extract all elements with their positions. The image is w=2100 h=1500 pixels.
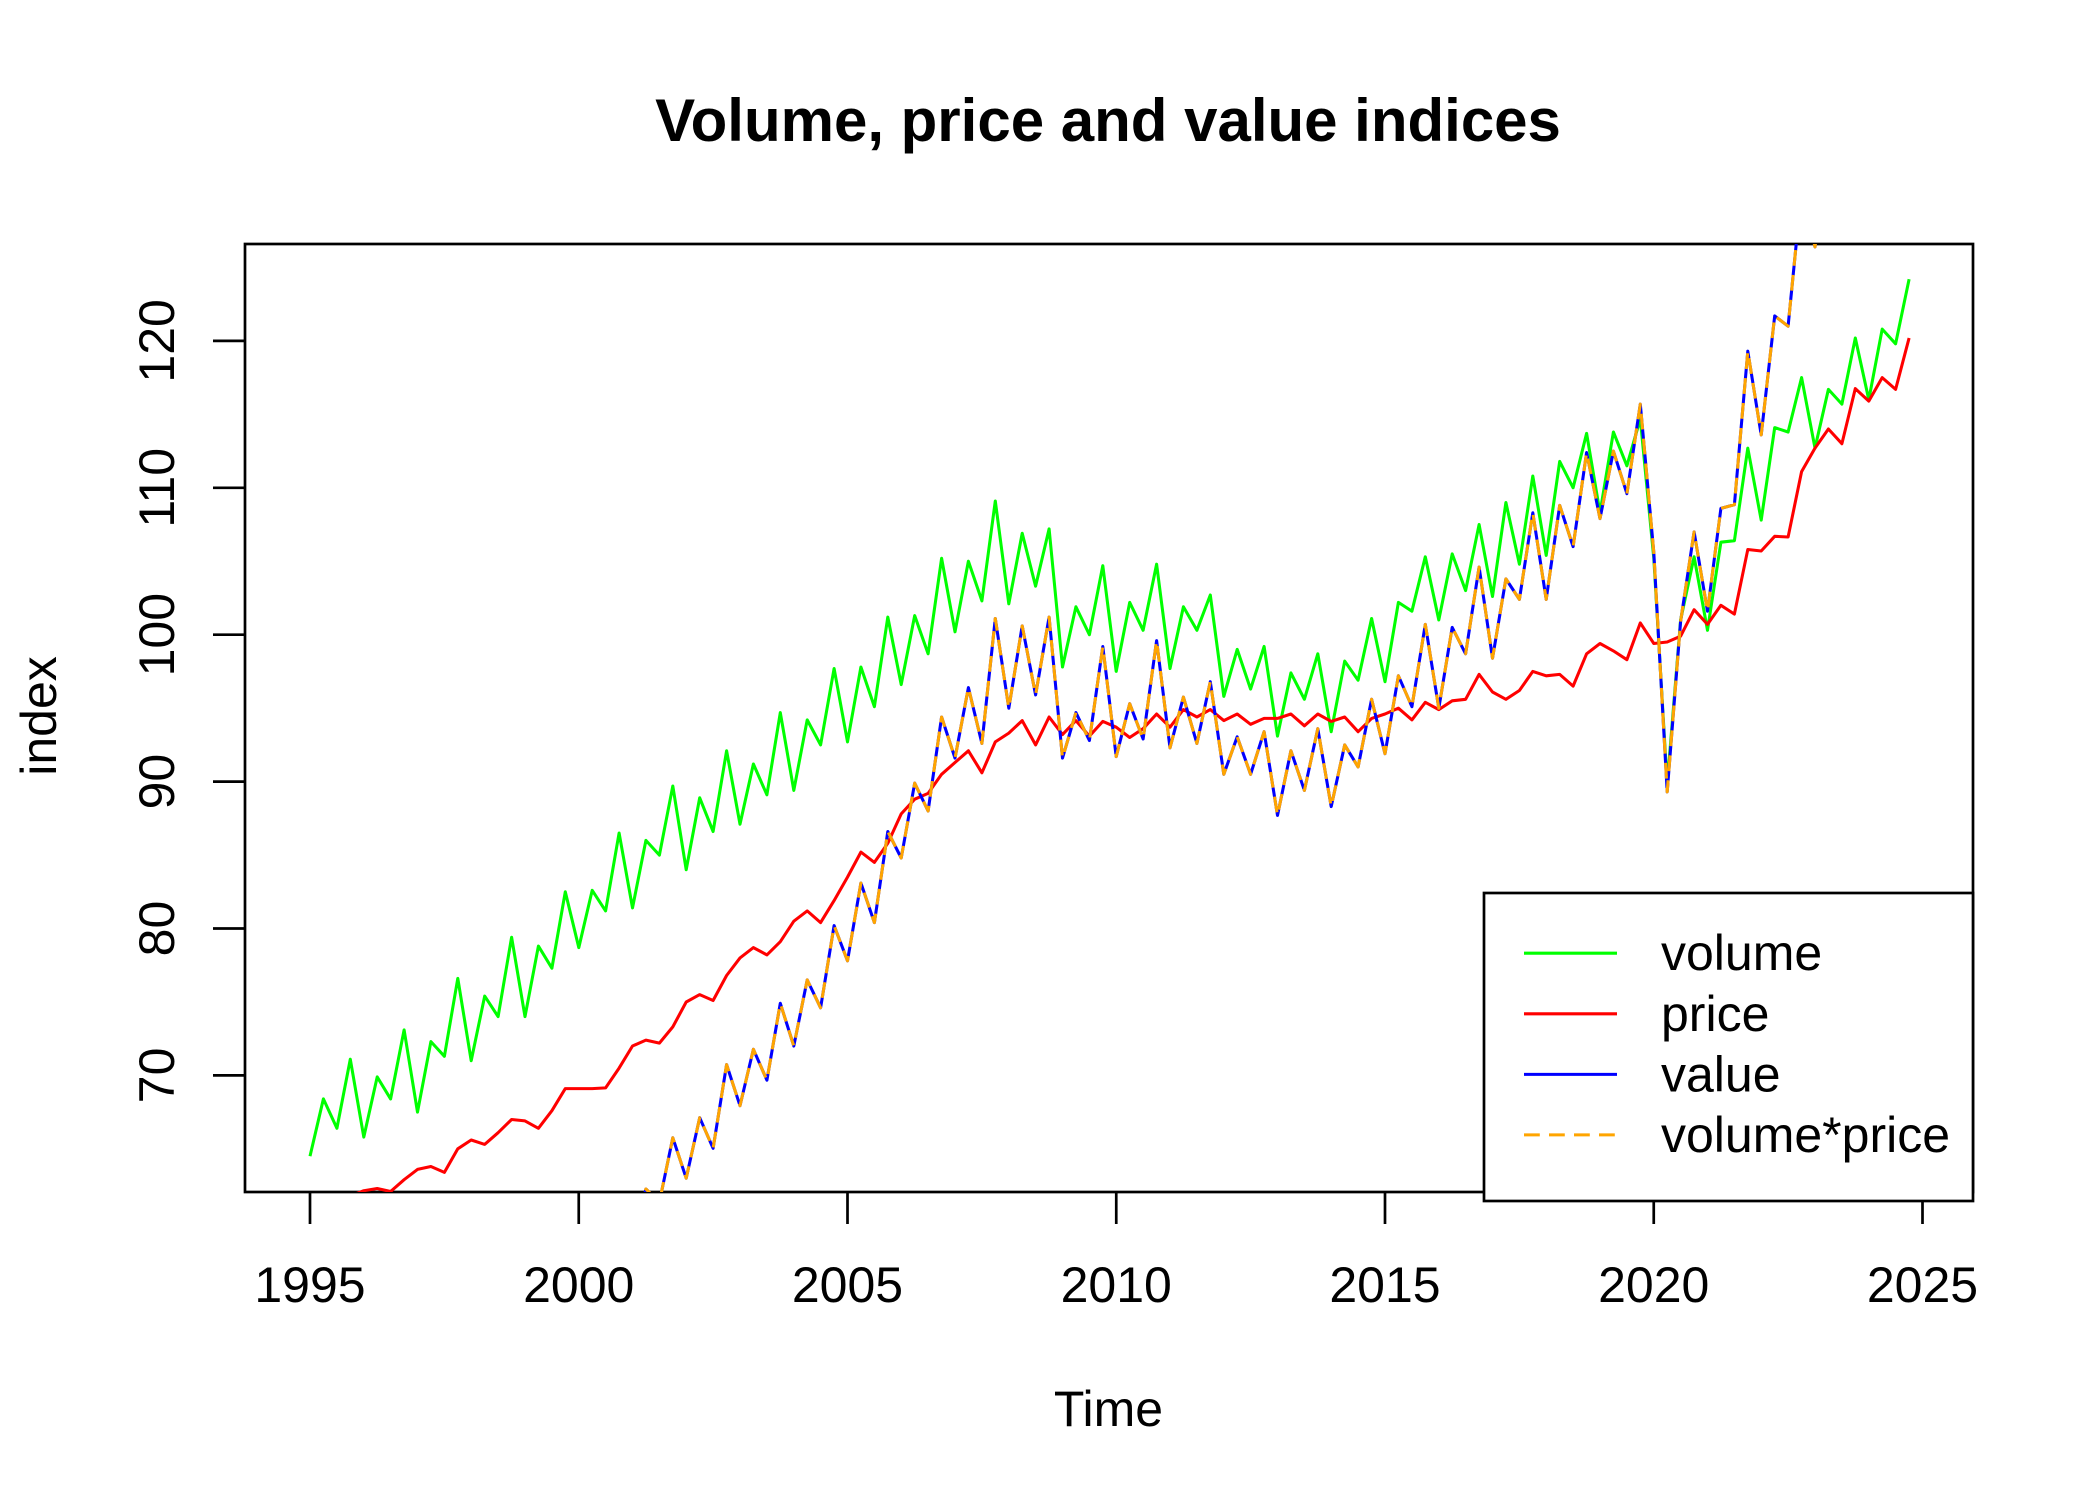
svg-text:volume*price: volume*price <box>1661 1107 1950 1163</box>
svg-text:70: 70 <box>129 1048 185 1104</box>
svg-text:volume: volume <box>1661 925 1822 981</box>
svg-text:100: 100 <box>129 593 185 676</box>
svg-text:2025: 2025 <box>1867 1257 1978 1313</box>
svg-text:80: 80 <box>129 901 185 957</box>
svg-text:index: index <box>11 656 67 776</box>
svg-text:120: 120 <box>129 299 185 382</box>
svg-text:2005: 2005 <box>792 1257 903 1313</box>
svg-text:2000: 2000 <box>523 1257 634 1313</box>
svg-text:1995: 1995 <box>254 1257 365 1313</box>
svg-text:2010: 2010 <box>1061 1257 1172 1313</box>
svg-text:value: value <box>1661 1046 1781 1102</box>
svg-text:price: price <box>1661 986 1769 1042</box>
svg-text:Time: Time <box>1054 1381 1163 1437</box>
svg-text:2020: 2020 <box>1598 1257 1709 1313</box>
svg-text:90: 90 <box>129 754 185 810</box>
svg-text:2015: 2015 <box>1329 1257 1440 1313</box>
svg-text:Volume, price and value indice: Volume, price and value indices <box>655 87 1561 154</box>
svg-text:110: 110 <box>129 448 185 528</box>
